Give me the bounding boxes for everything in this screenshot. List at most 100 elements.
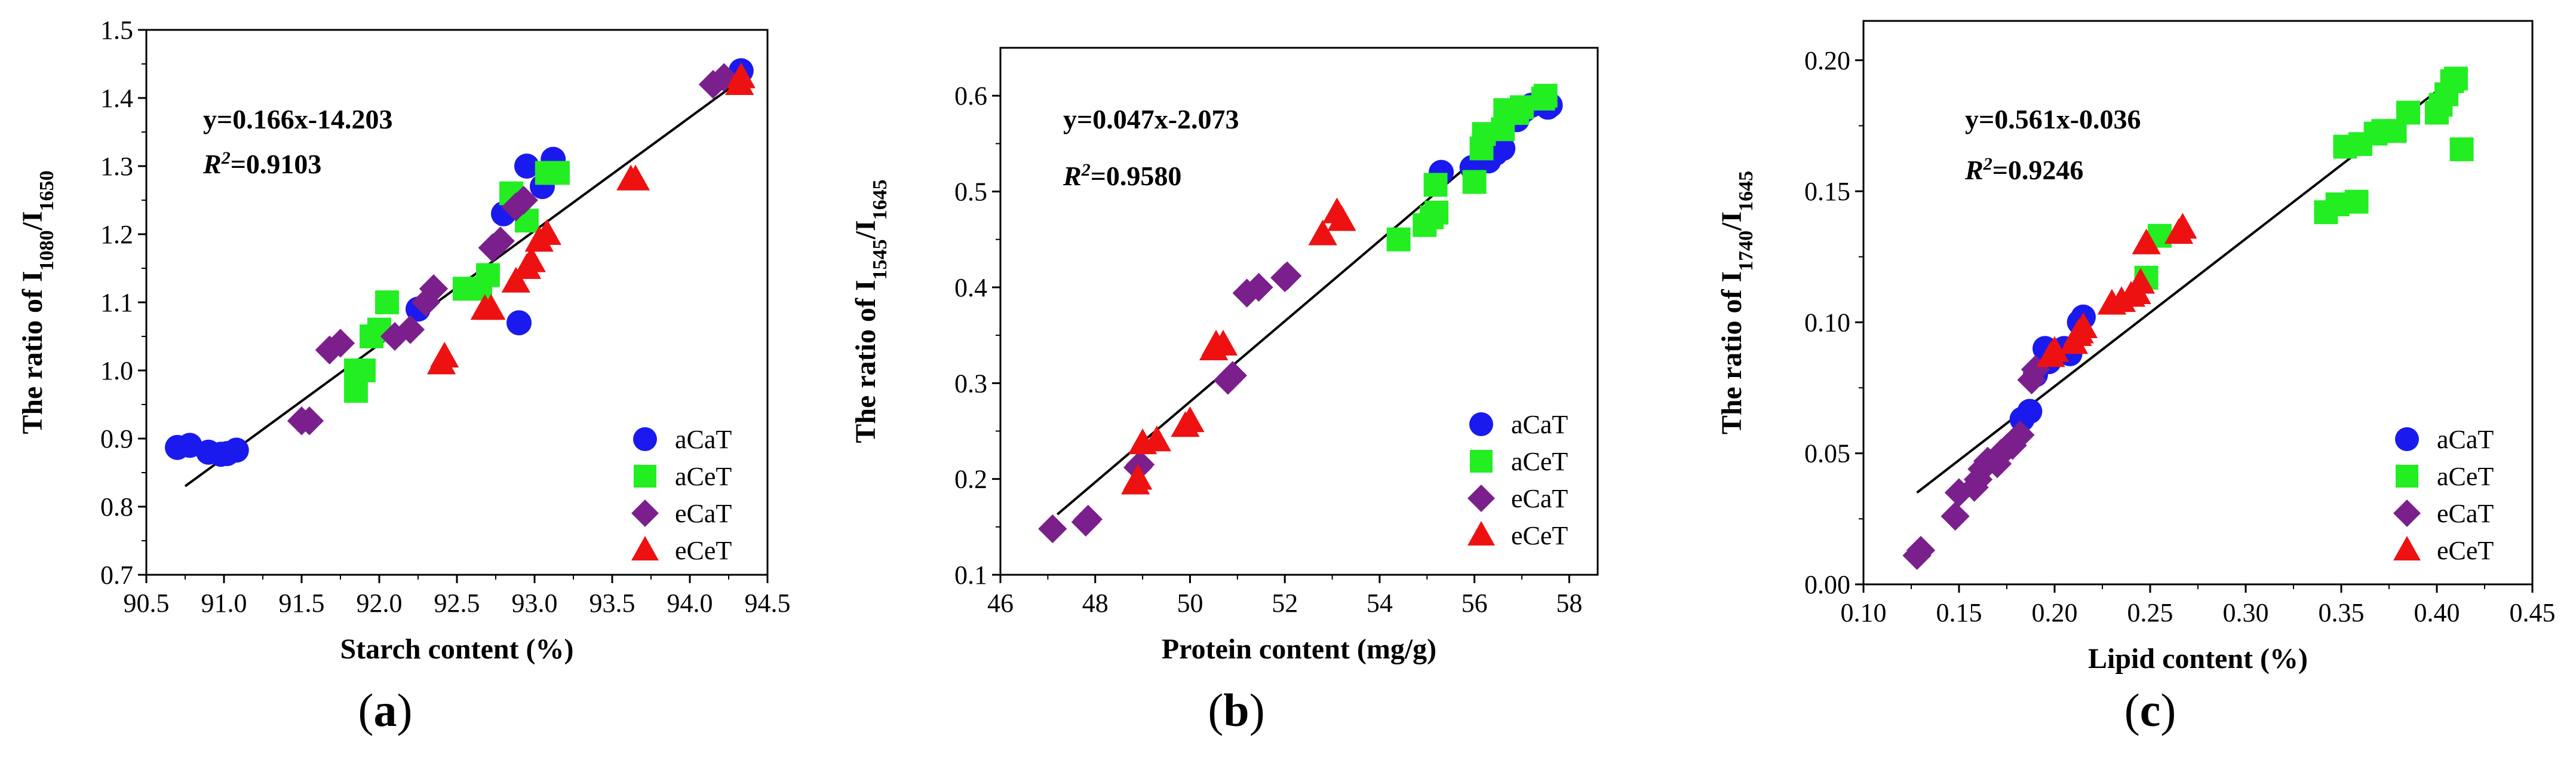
- r-squared-value: =0.9246: [1992, 155, 2084, 185]
- legend: aCaT aCeT eCaT eCeT: [631, 425, 732, 565]
- data-point-eCeT: [1208, 329, 1238, 356]
- r-squared-superscript: 2: [1983, 154, 1992, 174]
- y-axis-title-subscript: 1080: [36, 230, 58, 271]
- y-axis-title-part: The ratio of I: [17, 271, 48, 434]
- legend-marker-aCeT: [2396, 465, 2418, 488]
- r-squared: R2=0.9580: [1063, 160, 1181, 192]
- data-point-eCaT: [1941, 501, 1970, 531]
- chart-panel-b: 46 48 50 52 54 56 58 0.1 0.2 0.3 0.4 0.5 0.6 Protein …: [850, 47, 1599, 736]
- data-point-aCeT: [2396, 100, 2420, 125]
- data-point-eCeT: [1327, 205, 1356, 231]
- legend-marker-eCaT: [1467, 485, 1495, 512]
- y-tick-label: 0.6: [954, 81, 987, 111]
- panel-label-paren: (: [1208, 684, 1223, 736]
- y-axis-title-part: The ratio of I: [1716, 271, 1748, 434]
- r-squared: R2=0.9246: [1964, 154, 2083, 186]
- r-squared-symbol: R: [1964, 155, 1984, 185]
- y-tick-label: 0.10: [1804, 308, 1850, 337]
- panel-label-paren: ): [2160, 684, 2176, 736]
- legend-marker-eCeT: [2393, 536, 2421, 560]
- data-point-eCeT: [1175, 406, 1205, 433]
- y-tick-label: 0.15: [1804, 177, 1850, 206]
- data-point-eCeT: [2068, 312, 2098, 339]
- data-point-eCeT: [1308, 219, 1337, 246]
- x-tick-label: 46: [987, 589, 1014, 618]
- panel-label-paren: ): [397, 684, 413, 736]
- y-tick-label: 1.1: [100, 288, 133, 317]
- legend-label-eCaT: eCaT: [1511, 484, 1568, 513]
- x-tick-label: 92.0: [357, 589, 403, 618]
- r-squared-value: =0.9103: [231, 149, 322, 179]
- x-tick-label: 90.5: [124, 589, 170, 618]
- x-axis-title: Lipid content (%): [2088, 643, 2308, 675]
- y-tick-label: 0.3: [954, 369, 987, 398]
- legend-label-aCeT: aCeT: [1511, 447, 1568, 476]
- data-point-aCeT: [1510, 95, 1534, 119]
- x-tick-label: 54: [1367, 589, 1393, 618]
- x-tick-label: 0.45: [2510, 598, 2556, 627]
- y-axis-title: The ratio of I1080/I1650: [17, 170, 58, 434]
- data-point-aCeT: [1424, 200, 1449, 225]
- data-point-eCaT: [1273, 261, 1302, 290]
- r-squared-superscript: 2: [221, 148, 231, 168]
- legend-label-aCeT: aCeT: [675, 462, 732, 491]
- panel-label-paren: ): [1249, 684, 1265, 736]
- data-point-aCeT: [1533, 84, 1558, 108]
- panel-label: (b): [1208, 684, 1264, 736]
- data-point-aCaT: [514, 154, 539, 179]
- legend-label-eCeT: eCeT: [2437, 536, 2494, 565]
- panel-label-paren: (: [2124, 684, 2140, 736]
- data-point-aCaT: [1490, 136, 1516, 161]
- y-axis-title-subscript: 1740: [1735, 231, 1757, 271]
- legend-marker-aCaT: [2395, 427, 2419, 451]
- legend-marker-eCaT: [631, 500, 659, 527]
- data-point-aCaT: [2017, 399, 2043, 424]
- y-tick-label: 1.3: [100, 152, 133, 181]
- y-tick-label: 0.00: [1804, 570, 1850, 599]
- series-eCaT: [287, 63, 739, 436]
- y-axis-title-subscript: 1645: [869, 179, 891, 220]
- data-point-eCeT: [430, 342, 459, 368]
- x-tick-label: 0.25: [2127, 598, 2173, 627]
- data-point-aCaT: [506, 310, 532, 336]
- x-tick-label: 48: [1082, 589, 1109, 618]
- series-eCaT: [1038, 261, 1302, 544]
- data-point-aCeT: [2344, 189, 2369, 214]
- x-tick-label: 0.30: [2223, 598, 2269, 627]
- r-squared: R2=0.9103: [202, 148, 321, 180]
- y-tick-label: 1.0: [100, 356, 133, 385]
- series-eCeT: [426, 62, 756, 375]
- x-tick-label: 91.5: [279, 589, 325, 618]
- y-tick-label: 0.20: [1804, 46, 1850, 75]
- series-aCeT: [2134, 66, 2474, 290]
- regression-equation: y=0.166x-14.203: [203, 104, 393, 134]
- r-squared-symbol: R: [202, 149, 222, 179]
- y-axis-title-part: /I: [1716, 212, 1748, 231]
- y-axis-title-part: /I: [850, 220, 882, 240]
- data-point-eCaT: [419, 274, 449, 304]
- data-point-eCaT: [1218, 361, 1248, 390]
- data-point-eCeT: [1123, 464, 1153, 490]
- x-tick-label: 58: [1556, 589, 1582, 618]
- data-point-eCeT: [477, 294, 506, 320]
- x-tick-label: 92.5: [434, 589, 480, 618]
- legend-marker-aCaT: [1469, 412, 1493, 436]
- legend-label-eCaT: eCaT: [2437, 499, 2494, 528]
- data-point-aCeT: [1386, 227, 1411, 252]
- data-point-eCaT: [1073, 504, 1103, 534]
- data-point-eCeT: [2168, 213, 2197, 239]
- y-tick-label: 0.2: [954, 465, 987, 494]
- x-tick-label: 0.20: [2032, 598, 2078, 627]
- legend-marker-aCeT: [1470, 450, 1493, 473]
- r-squared-superscript: 2: [1081, 160, 1091, 180]
- y-tick-label: 1.4: [100, 84, 133, 113]
- series-eCaT: [1902, 355, 2050, 570]
- panel-label-letter: c: [2140, 684, 2161, 736]
- regression-equation: y=0.047x-2.073: [1063, 104, 1239, 134]
- chart-panel-a: 90.5 91.0 91.5 92.0 92.5 93.0 93.5 94.0 94.5 0.7 0…: [17, 16, 791, 736]
- panel-label-letter: b: [1223, 684, 1249, 736]
- legend-marker-aCeT: [634, 465, 656, 488]
- x-tick-label: 50: [1177, 589, 1203, 618]
- x-axis-title: Protein content (mg/g): [1162, 633, 1436, 665]
- data-point-aCeT: [1423, 173, 1448, 197]
